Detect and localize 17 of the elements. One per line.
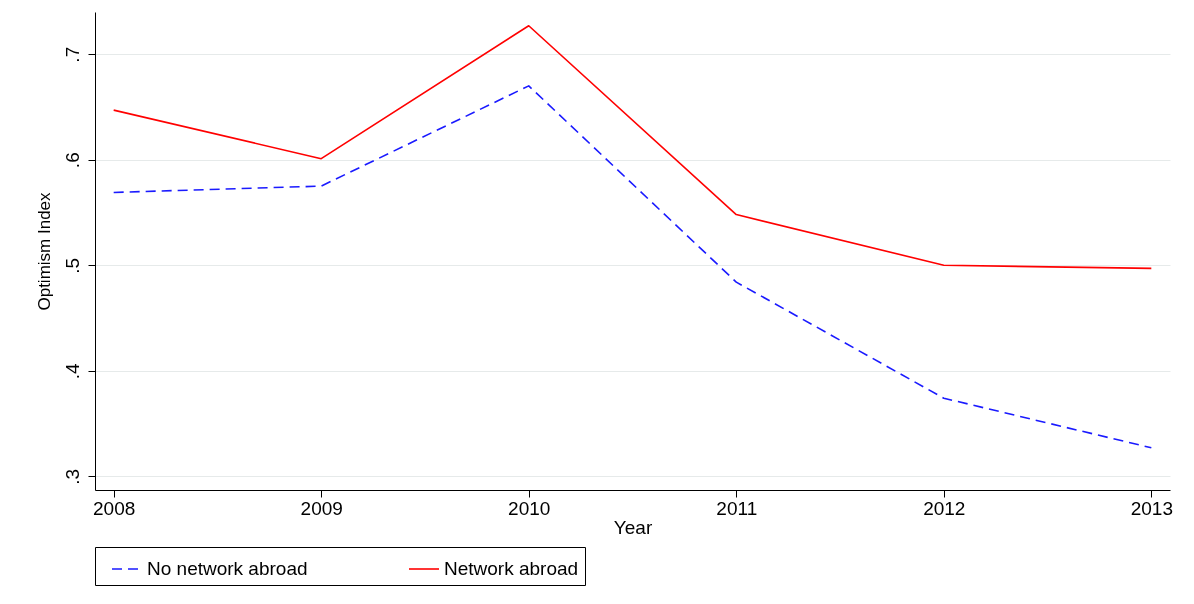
x-tick-label: 2009 xyxy=(300,497,343,519)
x-tick-label: 2010 xyxy=(508,497,551,519)
line-series xyxy=(112,24,1153,270)
line-series xyxy=(112,85,1153,449)
y-tick-label: .4 xyxy=(61,362,83,380)
x-tick-label: 2013 xyxy=(1130,497,1173,519)
y-tick-label: .3 xyxy=(61,468,83,485)
y-axis-title: Optimism Index xyxy=(34,191,54,311)
y-tick-label: .7 xyxy=(61,46,83,63)
x-axis-title: Year xyxy=(613,516,653,538)
legend-label: No network abroad xyxy=(147,558,308,579)
y-tick-label: .5 xyxy=(61,257,83,274)
x-tick-label: 2011 xyxy=(716,497,758,519)
legend-label: Network abroad xyxy=(444,558,579,579)
y-tick-label: .6 xyxy=(61,152,83,169)
x-tick-label: 2008 xyxy=(93,497,136,519)
x-tick-label: 2012 xyxy=(923,497,966,519)
